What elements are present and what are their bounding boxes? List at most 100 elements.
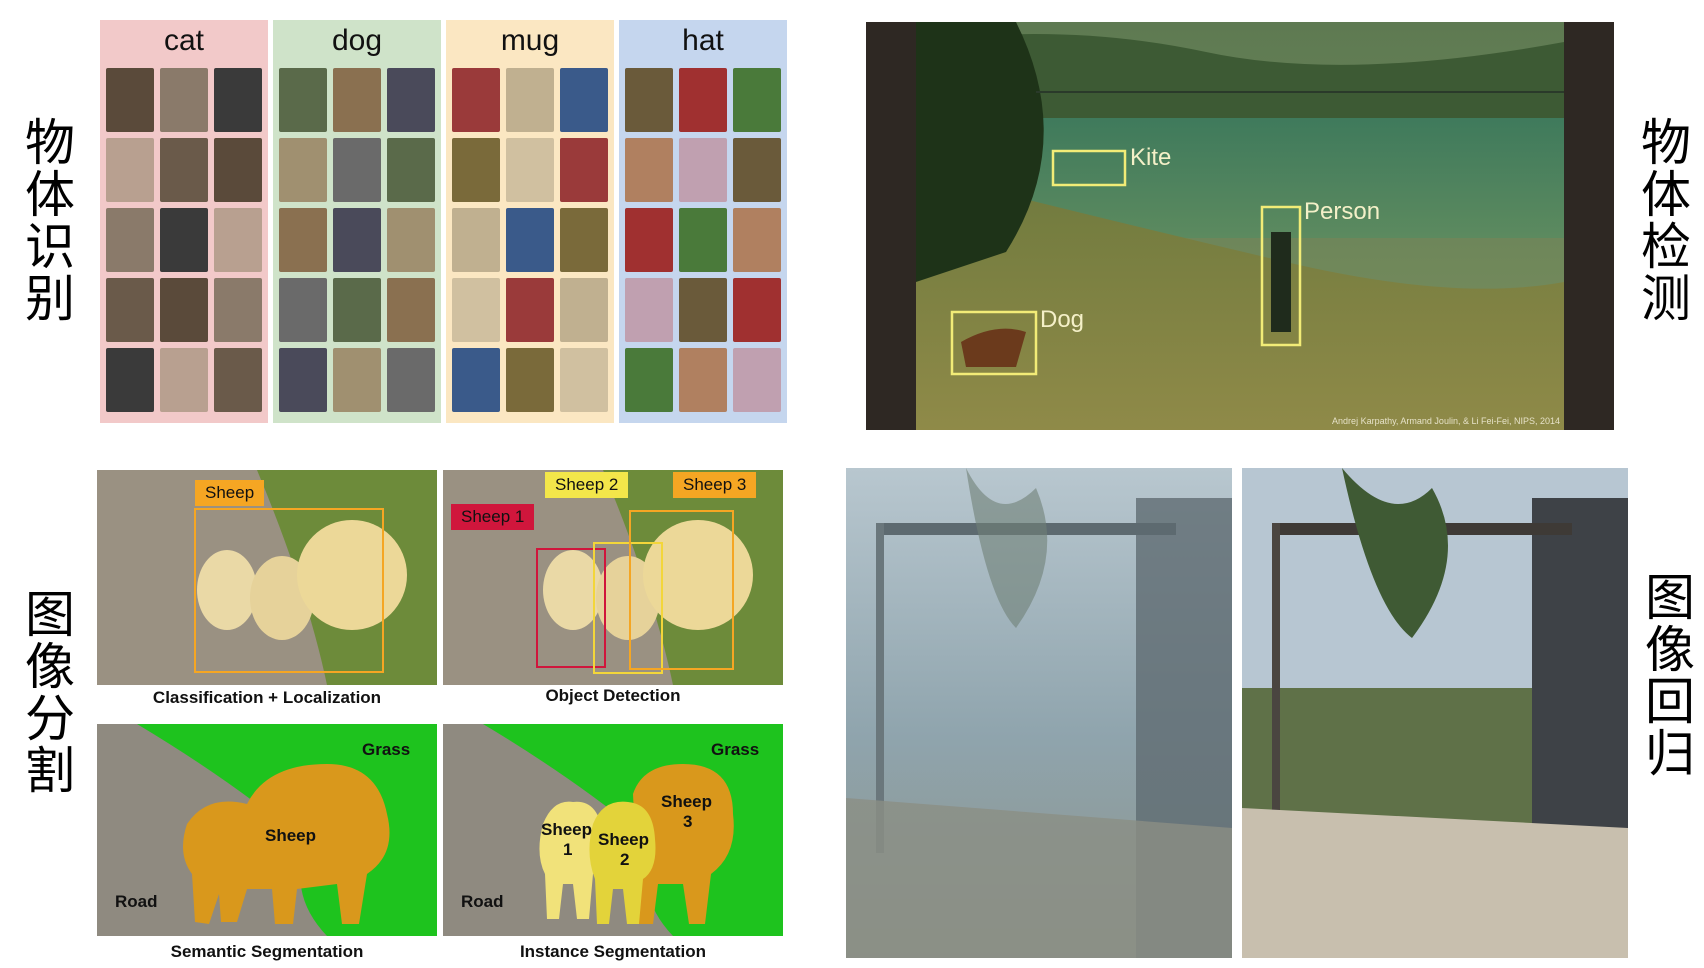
label-object-detection: 物体检测 xyxy=(1633,116,1691,324)
category-thumbnail xyxy=(506,278,554,342)
category-thumbnail xyxy=(506,208,554,272)
category-thumbnail xyxy=(733,68,781,132)
category-column-cat: cat xyxy=(100,20,268,423)
instance-mask xyxy=(443,724,783,936)
category-thumbnail xyxy=(279,138,327,202)
dog-label: Dog xyxy=(1040,306,1085,333)
category-thumbnail xyxy=(333,348,381,412)
sheep2-tag: Sheep 2 xyxy=(545,472,629,498)
recognition-grid: cat dog mug hat xyxy=(100,0,790,430)
category-title: hat xyxy=(682,24,724,57)
classification-localization-photo: Sheep xyxy=(97,470,437,685)
semantic-segmentation-map: Grass Sheep Road xyxy=(97,724,437,936)
hazy-input-photo xyxy=(846,468,1232,958)
instance-sheep1-label-b: 1 xyxy=(563,840,573,859)
sheep3-bbox xyxy=(629,510,734,670)
sheep-bbox xyxy=(194,508,384,673)
category-thumbnail xyxy=(333,208,381,272)
semantic-segmentation-caption: Semantic Segmentation xyxy=(170,942,364,961)
category-thumbnail xyxy=(733,278,781,342)
instance-sheep3-label-a: Sheep xyxy=(661,792,713,811)
person-label: Person xyxy=(1304,198,1381,225)
category-thumbnail xyxy=(679,208,727,272)
instance-road-label: Road xyxy=(461,892,504,911)
category-thumbnail xyxy=(214,208,262,272)
sheep3-tag: Sheep 3 xyxy=(673,472,757,498)
category-thumbnail xyxy=(506,138,554,202)
category-title: mug xyxy=(500,24,560,57)
category-thumbnail xyxy=(452,348,500,412)
category-thumbnail xyxy=(106,138,154,202)
beach-scene xyxy=(866,22,1614,430)
category-title: cat xyxy=(163,24,205,57)
category-thumbnail xyxy=(106,348,154,412)
instance-sheep2-label-b: 2 xyxy=(620,850,630,869)
category-thumbnail xyxy=(214,278,262,342)
semantic-mask xyxy=(97,724,437,936)
category-thumbnail xyxy=(625,348,673,412)
hazy-playground xyxy=(846,468,1232,958)
category-thumbnail xyxy=(160,68,208,132)
label-image-regression: 图像回归 xyxy=(1637,571,1695,779)
category-thumbnail xyxy=(452,68,500,132)
sheep2-bbox xyxy=(593,542,663,674)
instance-grass-label: Grass xyxy=(711,740,760,759)
category-thumbnail xyxy=(333,278,381,342)
category-thumbnail xyxy=(106,68,154,132)
instance-sheep2-label-a: Sheep xyxy=(598,830,650,849)
sheep1-bbox xyxy=(536,548,606,668)
sheep-photo-2 xyxy=(443,470,783,685)
category-thumbnail xyxy=(214,348,262,412)
category-thumbnail xyxy=(506,348,554,412)
category-thumbnail xyxy=(387,278,435,342)
category-thumbnail xyxy=(679,68,727,132)
category-thumbnail xyxy=(387,208,435,272)
category-thumbnail xyxy=(452,138,500,202)
category-column-hat: hat xyxy=(619,20,787,423)
category-title: dog xyxy=(331,24,383,57)
category-thumbnail xyxy=(733,208,781,272)
category-thumbnail xyxy=(679,278,727,342)
category-thumbnail xyxy=(279,348,327,412)
semantic-grass-label: Grass xyxy=(362,740,411,759)
category-thumbnail xyxy=(106,208,154,272)
category-thumbnail xyxy=(560,138,608,202)
instance-segmentation-caption: Instance Segmentation xyxy=(519,942,707,961)
category-thumbnail xyxy=(560,278,608,342)
category-thumbnail xyxy=(560,208,608,272)
category-thumbnail xyxy=(625,68,673,132)
photo-credit: Andrej Karpathy, Armand Joulin, & Li Fei… xyxy=(1332,416,1560,426)
category-thumbnail xyxy=(279,278,327,342)
category-thumbnail xyxy=(625,278,673,342)
category-column-mug: mug xyxy=(446,20,614,423)
clear-playground xyxy=(1242,468,1628,958)
category-thumbnail xyxy=(625,138,673,202)
category-thumbnail xyxy=(733,138,781,202)
category-thumbnail xyxy=(279,68,327,132)
category-thumbnail xyxy=(387,348,435,412)
sheep-tag: Sheep xyxy=(195,480,265,506)
category-thumbnail xyxy=(387,68,435,132)
category-thumbnail xyxy=(106,278,154,342)
category-thumbnail xyxy=(214,138,262,202)
instance-segmentation-map: Grass Sheep 3 Sheep 1 Sheep 2 Road xyxy=(443,724,783,936)
category-thumbnail xyxy=(279,208,327,272)
category-thumbnail xyxy=(560,348,608,412)
category-thumbnail xyxy=(160,348,208,412)
category-thumbnail xyxy=(560,68,608,132)
object-detection-photo: Sheep 1 Sheep 2 Sheep 3 xyxy=(443,470,783,685)
kite-label: Kite xyxy=(1130,144,1172,171)
sheep-photo-1 xyxy=(97,470,437,685)
category-thumbnail xyxy=(452,208,500,272)
label-object-recognition: 物体识别 xyxy=(17,116,75,324)
instance-sheep1-label-a: Sheep xyxy=(541,820,593,839)
category-thumbnail xyxy=(679,138,727,202)
category-thumbnail xyxy=(679,348,727,412)
category-thumbnail xyxy=(160,138,208,202)
category-thumbnail xyxy=(387,138,435,202)
detection-photo: Kite Person Dog Andrej Karpathy, Armand … xyxy=(866,22,1614,430)
category-thumbnail xyxy=(452,278,500,342)
category-thumbnail xyxy=(160,278,208,342)
classification-caption: Classification + Localization xyxy=(152,688,382,707)
semantic-sheep-label: Sheep xyxy=(265,826,317,845)
